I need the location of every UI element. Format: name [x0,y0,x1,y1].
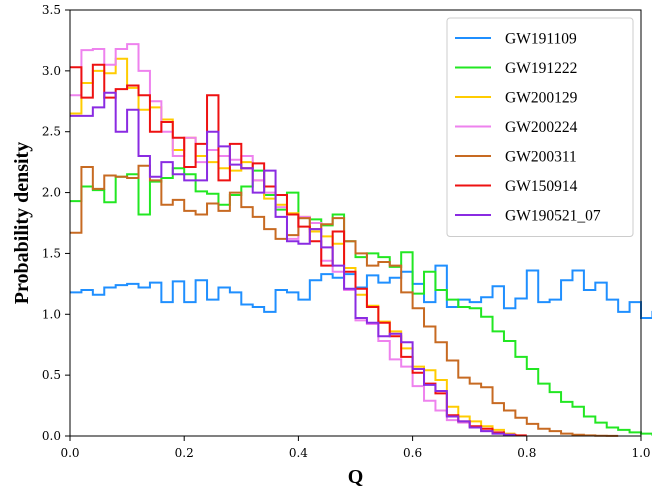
legend-label: GW200129 [505,90,578,107]
series-line-gw200129 [70,57,516,435]
legend-label: GW200224 [505,119,578,136]
legend-label: GW191109 [505,31,577,48]
x-axis-label: Q [348,466,364,488]
x-tick-label: 0.2 [175,446,194,460]
x-tick-label: 0.0 [60,446,79,460]
series-line-gw190521-07 [70,91,516,436]
series-line-gw191109 [70,264,652,319]
y-tick-label: 3.0 [42,64,61,78]
y-axis-label: Probability density [11,142,33,304]
x-tick-label: 0.4 [289,446,308,460]
legend-box [446,17,634,237]
legend-label: GW200311 [505,149,577,166]
x-tick-label: 0.8 [517,446,536,460]
y-tick-label: 3.5 [42,3,61,17]
y-tick-label: 2.0 [42,186,61,200]
plot-frame [69,9,642,437]
y-tick-label: 0.5 [42,368,61,382]
legend-label: GW150914 [505,178,578,195]
legend: GW191109 GW191222 GW200129 GW200224 GW200311… [446,17,634,237]
plot-lines [70,43,652,437]
legend-label: GW191222 [505,60,577,77]
x-tick-label: 0.6 [403,446,422,460]
y-axis-ticks: 0.0 0.5 1.0 1.5 2.0 2.5 3.0 3.5 [42,3,70,443]
x-tick-label: 1.0 [631,446,650,460]
y-tick-label: 2.5 [42,125,61,139]
legend-label: GW190521_07 [505,208,601,225]
x-axis-ticks: 0.0 0.2 0.4 0.6 0.8 1.0 [60,436,651,460]
series-line-gw200311 [70,164,619,437]
y-tick-label: 1.5 [42,246,61,260]
y-tick-label: 0.0 [42,429,61,443]
y-tick-label: 1.0 [42,307,61,321]
